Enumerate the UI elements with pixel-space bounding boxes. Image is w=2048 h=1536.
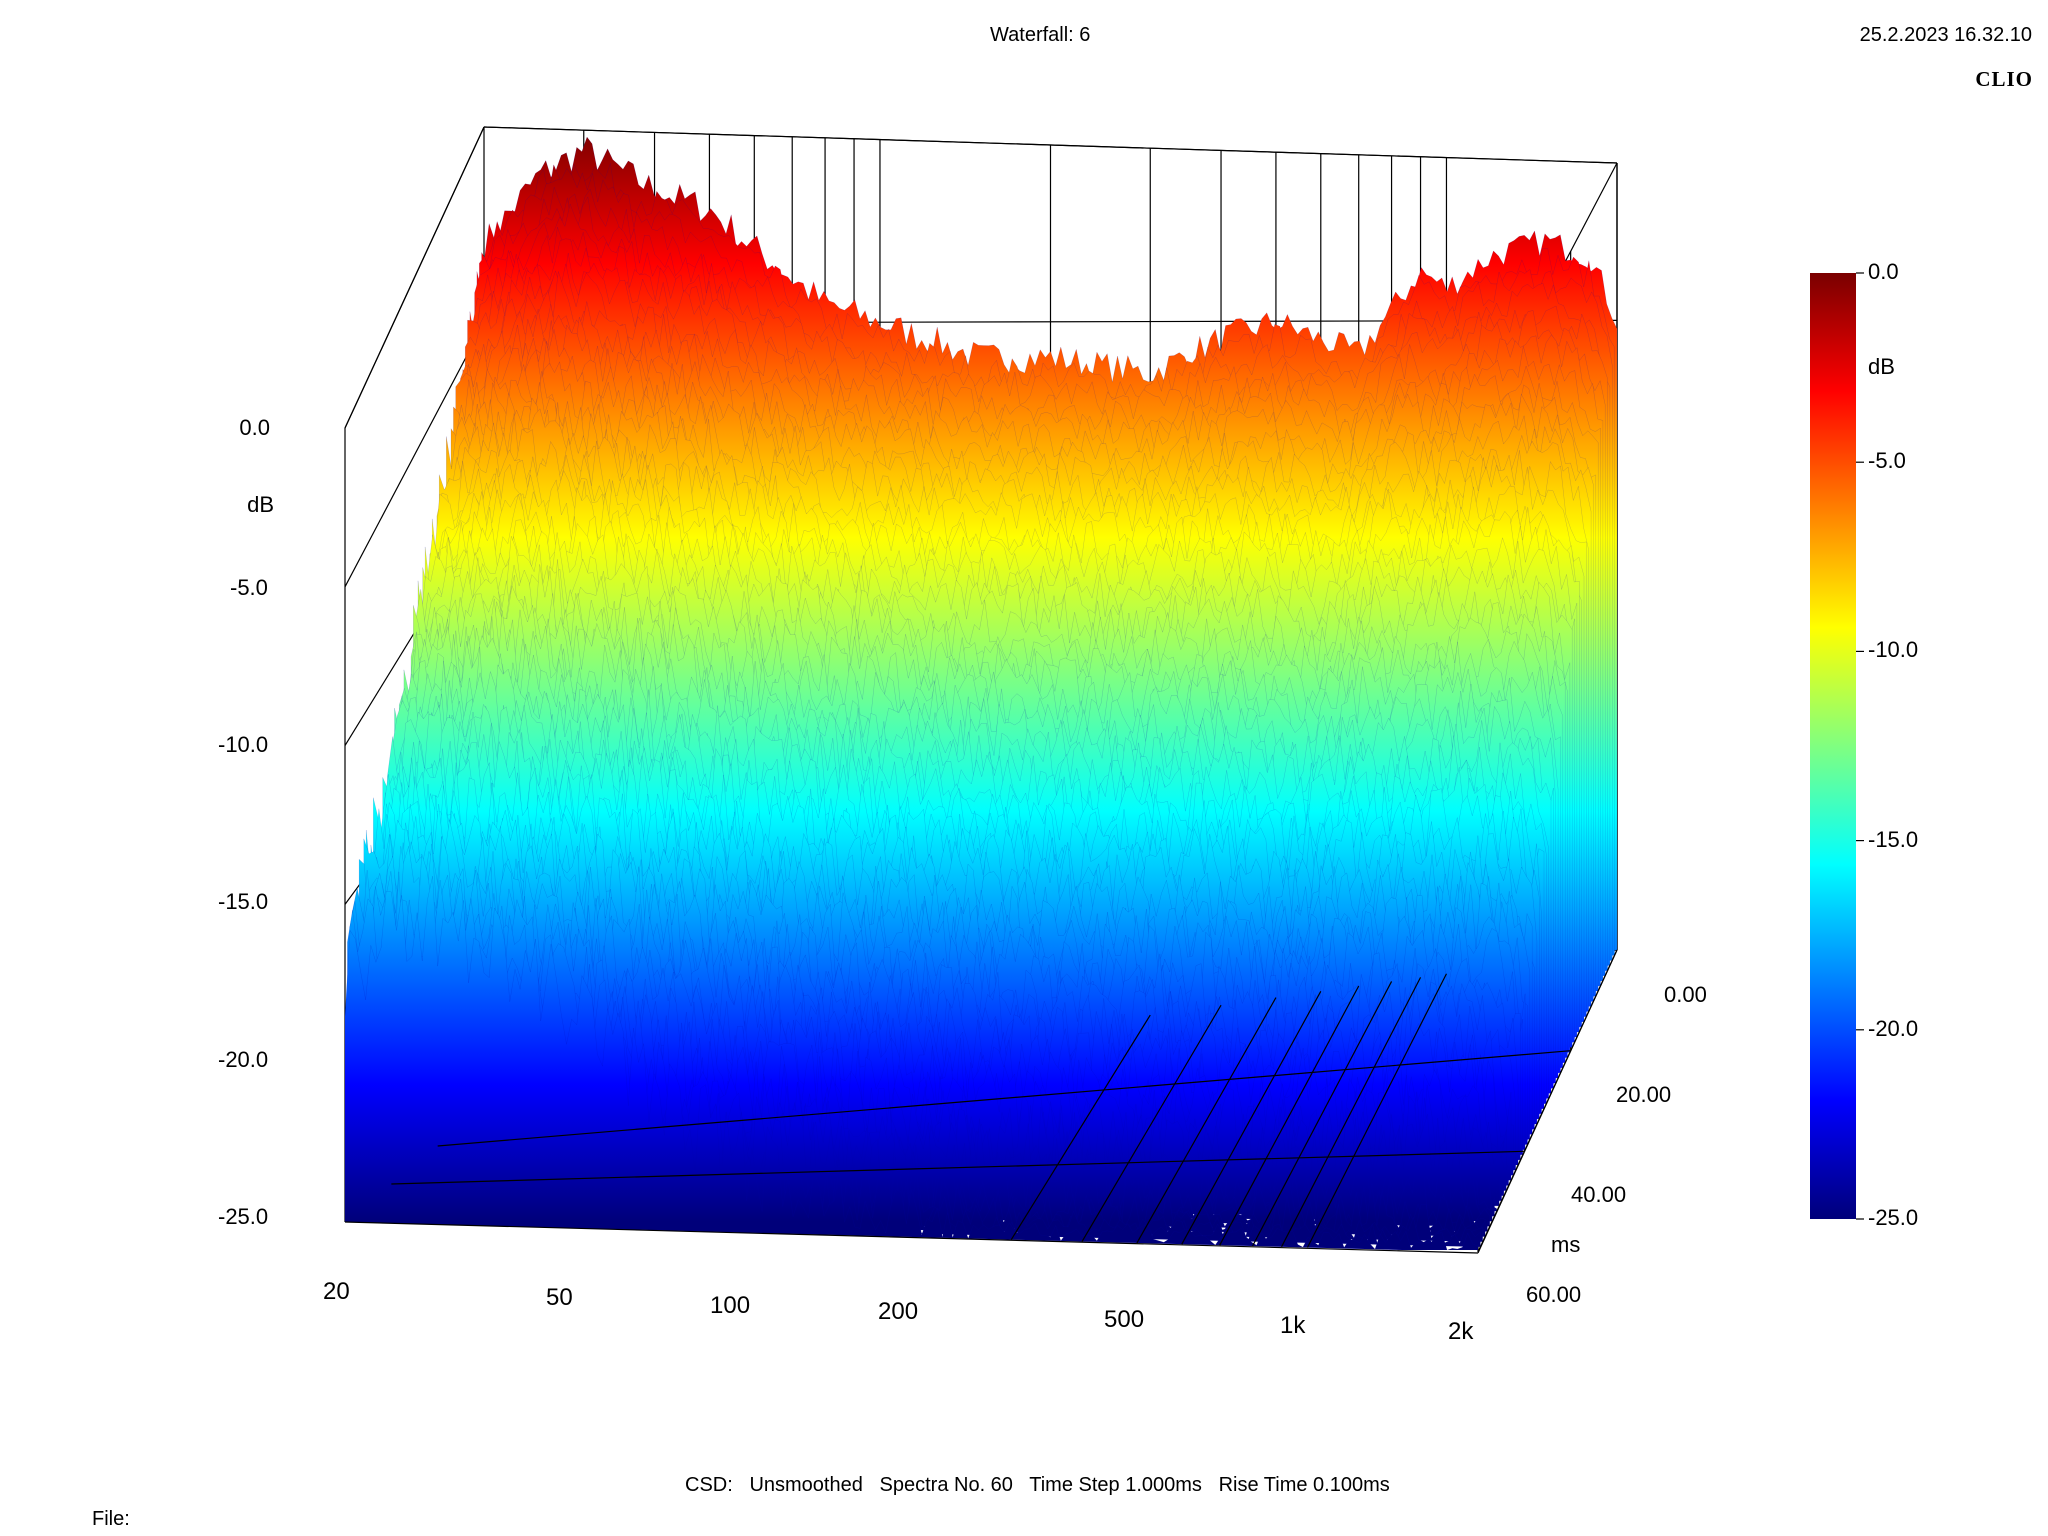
z-tick-label: ms xyxy=(1551,1232,1581,1257)
y-tick-label: -5.0 xyxy=(230,575,268,600)
colorbar-tick-label: 0.0 xyxy=(1868,259,1899,284)
y-tick-label: -25.0 xyxy=(218,1204,269,1229)
x-tick-label: 20 xyxy=(323,1278,350,1305)
y-tick-label: -15.0 xyxy=(218,889,269,914)
colorbar-tick-label: -15.0 xyxy=(1868,826,1919,852)
z-tick-label: 40.00 xyxy=(1571,1182,1627,1207)
colorbar xyxy=(1810,273,1856,1219)
x-tick-label: 1k xyxy=(1280,1312,1306,1339)
z-tick-label: 20.00 xyxy=(1616,1082,1672,1107)
colorbar-ticks xyxy=(1856,272,1864,1220)
colorbar-tick-label: -20.0 xyxy=(1868,1015,1919,1041)
timestamp: 25.2.2023 16.32.10 xyxy=(1859,24,2032,46)
file-label: File: xyxy=(92,1508,130,1530)
colorbar-tick-label: -25.0 xyxy=(1868,1205,1919,1230)
z-tick-label: 0.00 xyxy=(1664,982,1707,1007)
colorbar-unit-label: dB xyxy=(1868,354,1895,379)
brand-logo: CLIO xyxy=(1975,67,2033,91)
measurement-settings: CSD: Unsmoothed Spectra No. 60 Time Step… xyxy=(685,1474,1390,1496)
z-tick-label: 60.00 xyxy=(1526,1282,1582,1307)
waterfall-slice xyxy=(344,876,1479,1250)
y-tick-label: dB xyxy=(247,492,274,517)
chart-title: Waterfall: 6 xyxy=(990,24,1091,46)
y-tick-label: 0.0 xyxy=(239,415,270,440)
x-tick-label: 500 xyxy=(1104,1306,1145,1333)
x-tick-label: 200 xyxy=(878,1298,919,1325)
x-tick-label: 50 xyxy=(546,1284,573,1311)
waterfall-surface xyxy=(344,136,1618,1250)
y-tick-label: -20.0 xyxy=(218,1047,269,1072)
colorbar-tick-label: -5.0 xyxy=(1868,448,1906,474)
front-grid xyxy=(344,949,1618,1254)
colorbar-tick-label: -10.0 xyxy=(1868,637,1919,663)
x-tick-label: 100 xyxy=(710,1292,751,1319)
x-tick-label: 2k xyxy=(1448,1318,1474,1345)
y-tick-label: -10.0 xyxy=(218,732,269,757)
